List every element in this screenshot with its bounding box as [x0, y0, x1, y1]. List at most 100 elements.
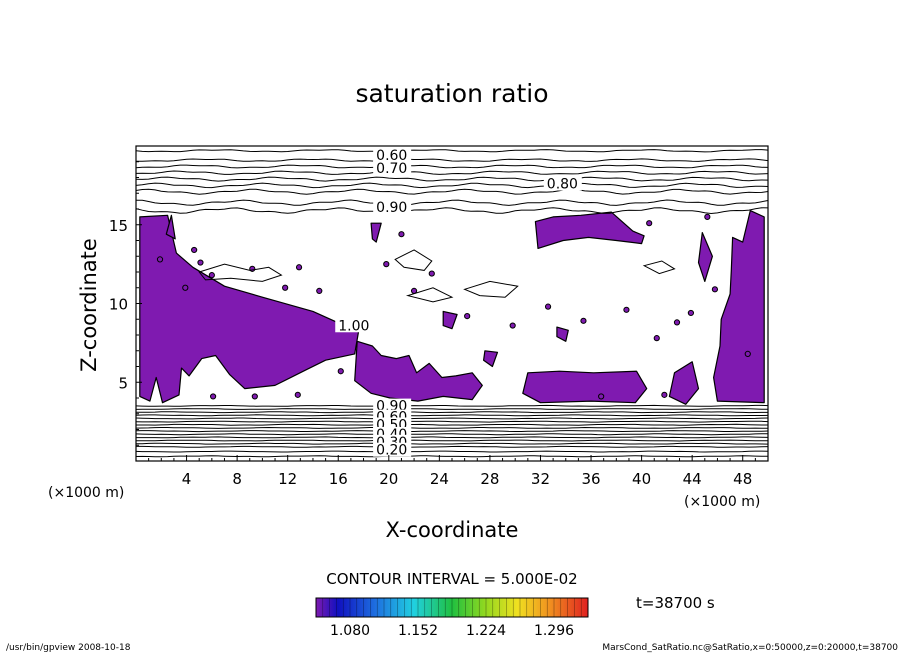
- lower-contour-line: [135, 450, 769, 453]
- supersaturation-speck: [623, 306, 630, 313]
- x-axis-unit-left: (×1000 m): [48, 485, 124, 501]
- interior-contour-loop: [642, 260, 676, 275]
- x-tick-label: 44: [683, 470, 702, 488]
- lower-contour-line: [135, 420, 769, 423]
- supersaturation-speck: [182, 284, 189, 291]
- upper-contour-line: [135, 164, 769, 169]
- x-tick-label: 8: [232, 470, 242, 488]
- x-axis-unit-right: (×1000 m): [684, 494, 760, 510]
- upper-contour-line: [135, 170, 769, 175]
- supersaturation-speck: [428, 270, 435, 277]
- x-tick-label: 24: [430, 470, 449, 488]
- supersaturation-region: [668, 361, 700, 405]
- upper-contour-line: [135, 149, 769, 153]
- supersaturation-speck: [704, 213, 711, 220]
- lower-contour-line: [135, 417, 769, 420]
- supersaturation-speck: [156, 256, 164, 263]
- supersaturation-speck: [251, 393, 258, 400]
- supersaturation-speck: [398, 231, 405, 238]
- colorbar-tick-label: 1.296: [534, 623, 574, 639]
- interior-contour-loop: [394, 249, 433, 271]
- lower-contour-line: [135, 439, 768, 442]
- contour-label-bg: [373, 398, 412, 413]
- lower-contour-line: [135, 430, 769, 433]
- lower-contour-line: [135, 414, 769, 417]
- supersaturation-speck: [687, 309, 694, 317]
- upper-contour-line: [135, 207, 769, 215]
- supersaturation-region: [370, 222, 382, 243]
- supersaturation-region: [483, 350, 499, 368]
- x-tick-label: 28: [480, 470, 499, 488]
- supersaturation-speck: [646, 220, 653, 227]
- upper-contour-line: [135, 176, 769, 182]
- supersaturation-speck: [337, 368, 344, 375]
- contour-label: 1.00: [338, 318, 369, 334]
- y-tick-label: 15: [109, 217, 128, 235]
- contour-label-bg: [335, 318, 374, 333]
- x-tick-label: 12: [278, 470, 297, 488]
- supersaturation-region: [522, 370, 648, 404]
- supersaturation-speck: [316, 287, 323, 294]
- colorbar-tick-label: 1.080: [330, 623, 370, 639]
- colorbar-tick-labels: 1.080 1.152 1.224 1.296: [330, 623, 574, 639]
- interior-contour-loop: [198, 263, 283, 282]
- colorbar: 1.080 1.152 1.224 1.296: [315, 597, 589, 639]
- contour-label: 0.90: [376, 200, 407, 216]
- lower-contour-line: [136, 445, 769, 448]
- supersaturation-speck: [282, 284, 289, 291]
- supersaturation-region: [712, 210, 765, 404]
- colorbar-tick-label: 1.224: [466, 623, 506, 639]
- y-axis-label: Z-coordinate: [77, 238, 101, 372]
- contour-label-bg: [373, 200, 412, 215]
- contour-label: 0.20: [376, 443, 407, 459]
- contour-label-bg: [543, 176, 582, 191]
- supersaturation-speck: [191, 246, 198, 254]
- chart-title: saturation ratio: [355, 79, 548, 108]
- supersaturation-region: [697, 232, 714, 282]
- supersaturation-region: [534, 211, 645, 249]
- contour-label: 0.80: [547, 177, 578, 193]
- y-axis-ticks: 5 10 15: [109, 161, 142, 446]
- contour-label-bg: [373, 148, 412, 163]
- supersaturation-regions: [139, 210, 765, 405]
- supersaturation-speck: [208, 272, 215, 279]
- y-tick-label: 10: [109, 296, 128, 314]
- supersaturation-speck: [653, 335, 660, 342]
- x-axis-ticks: 4 8 12 16 20 24 28 32 36 40 44 48: [148, 455, 756, 488]
- contour-label: 0.70: [376, 161, 407, 177]
- lower-contour-line: [136, 436, 769, 439]
- x-tick-label: 36: [581, 470, 600, 488]
- supersaturation-speck: [661, 391, 668, 398]
- interior-contour-loop: [463, 280, 519, 298]
- x-tick-label: 32: [531, 470, 550, 488]
- contour-interval: CONTOUR INTERVAL = 5.000E-02: [326, 570, 577, 588]
- lower-contour-line: [135, 404, 769, 407]
- supersaturation-speck: [598, 393, 605, 400]
- supersaturation-speck: [197, 259, 204, 266]
- upper-contour-line: [136, 158, 769, 162]
- supersaturation-speck: [711, 286, 719, 293]
- lower-contour-line: [135, 455, 768, 458]
- y-tick-label: 5: [118, 374, 128, 392]
- supersaturation-region: [442, 310, 458, 330]
- supersaturation-speck: [464, 313, 471, 320]
- contour-label-bg: [373, 160, 412, 175]
- contour-labels: 0.600.700.800.901.000.900.600.500.400.30…: [335, 148, 582, 459]
- supersaturation-speck: [294, 391, 301, 398]
- x-tick-label: 48: [733, 470, 752, 488]
- x-axis-label: X-coordinate: [386, 518, 519, 542]
- lower-contour-line: [135, 408, 769, 410]
- supersaturation-region: [354, 340, 483, 402]
- supersaturation-speck: [744, 350, 751, 357]
- lower-contour-line: [136, 411, 768, 414]
- time-label: t=38700 s: [636, 594, 715, 612]
- colorbar-level-lines: [315, 598, 589, 617]
- supersaturation-speck: [295, 264, 303, 271]
- contour-label: 0.60: [376, 148, 407, 164]
- upper-contour-line: [135, 199, 769, 206]
- contour-lines: [135, 149, 769, 458]
- supersaturation-speck: [383, 261, 390, 268]
- x-tick-label: 4: [182, 470, 192, 488]
- supersaturation-region: [165, 214, 176, 240]
